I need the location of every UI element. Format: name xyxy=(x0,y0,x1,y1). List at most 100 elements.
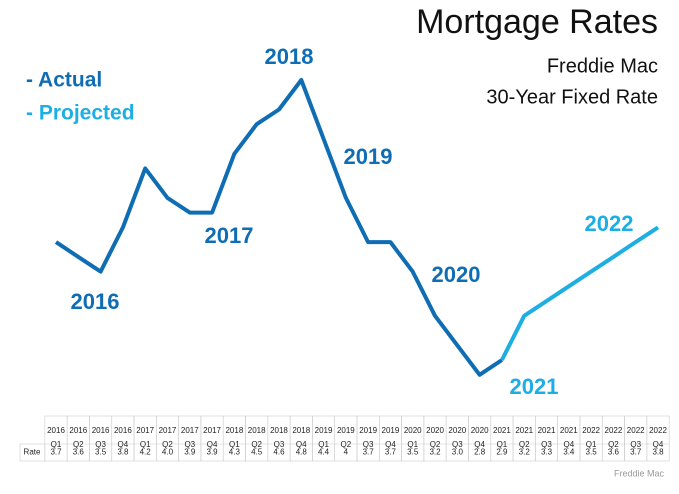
quarter-label: Q4 xyxy=(385,440,396,449)
year-label: 2022 xyxy=(582,426,600,435)
rate-value: 4.4 xyxy=(318,448,330,457)
year-label: 2019 xyxy=(315,426,333,435)
year-label: 2016 xyxy=(47,426,65,435)
year-label: 2018 xyxy=(225,426,243,435)
year-label: 2021 xyxy=(493,426,511,435)
year-label: 2016 xyxy=(114,426,132,435)
rate-value: 3.0 xyxy=(452,448,464,457)
year-label: 2017 xyxy=(159,426,177,435)
rate-value: 3.9 xyxy=(207,448,219,457)
source: Freddie Mac xyxy=(614,468,665,478)
rate-value: 3.4 xyxy=(563,448,575,457)
year-label: 2018 xyxy=(292,426,310,435)
year-label: 2017 xyxy=(136,426,154,435)
rate-value: 3.3 xyxy=(541,448,553,457)
rate-value: 4.3 xyxy=(229,448,241,457)
quarter-label: Q2 xyxy=(341,440,352,449)
quarter-label: Q3 xyxy=(363,440,374,449)
annotation: 2021 xyxy=(510,374,559,399)
year-label: 2020 xyxy=(404,426,422,435)
rate-value: 3.6 xyxy=(608,448,620,457)
quarter-label: Q3 xyxy=(541,440,552,449)
quarter-label: Q1 xyxy=(497,440,508,449)
rate-value: 3.2 xyxy=(519,448,531,457)
quarter-label: Q1 xyxy=(586,440,597,449)
rate-value: 3.6 xyxy=(73,448,85,457)
rate-value: 3.7 xyxy=(630,448,642,457)
rate-value: 3.5 xyxy=(95,448,107,457)
subtitle: 30-Year Fixed Rate xyxy=(486,86,658,108)
chart-title: Mortgage Rates xyxy=(416,3,658,41)
year-label: 2017 xyxy=(203,426,221,435)
rate-value: 4.5 xyxy=(251,448,263,457)
quarter-label: Q2 xyxy=(73,440,84,449)
rate-value: 4.8 xyxy=(296,448,308,457)
annotation: 2019 xyxy=(344,144,393,169)
table-cell xyxy=(646,415,670,462)
quarter-label: Q1 xyxy=(229,440,240,449)
legend-entry: - Actual xyxy=(26,69,102,92)
legend-entry: - Projected xyxy=(26,102,135,125)
annotation: 2017 xyxy=(205,223,254,248)
year-label: 2017 xyxy=(181,426,199,435)
quarter-label: Q4 xyxy=(653,440,664,449)
rate-value: 4.6 xyxy=(273,448,285,457)
quarter-label: Q1 xyxy=(407,440,418,449)
year-label: 2019 xyxy=(382,426,400,435)
data-line xyxy=(500,225,660,361)
quarter-label: Q2 xyxy=(251,440,262,449)
quarter-label: Q2 xyxy=(162,440,173,449)
rate-value: 3.9 xyxy=(184,448,196,457)
rate-value: 3.8 xyxy=(652,448,664,457)
year-label: 2021 xyxy=(560,426,578,435)
rate-value: 3.8 xyxy=(117,448,129,457)
rate-value: 3.5 xyxy=(407,448,419,457)
rate-value: 3.7 xyxy=(385,448,397,457)
quarter-label: Q4 xyxy=(474,440,485,449)
quarter-label: Q2 xyxy=(430,440,441,449)
quarter-label: Q3 xyxy=(95,440,106,449)
row-label: Rate xyxy=(24,448,41,457)
quarter-label: Q2 xyxy=(608,440,619,449)
quarter-label: Q4 xyxy=(296,440,307,449)
year-label: 2021 xyxy=(515,426,533,435)
rate-value: 2.9 xyxy=(496,448,508,457)
data-line xyxy=(54,78,504,377)
quarter-label: Q1 xyxy=(51,440,62,449)
quarter-label: Q2 xyxy=(519,440,530,449)
quarter-label: Q1 xyxy=(318,440,329,449)
year-label: 2022 xyxy=(605,426,623,435)
year-label: 2022 xyxy=(627,426,645,435)
subtitle: Freddie Mac xyxy=(547,55,658,77)
rate-value: 3.5 xyxy=(586,448,598,457)
year-label: 2019 xyxy=(359,426,377,435)
year-label: 2018 xyxy=(270,426,288,435)
rate-value: 4.0 xyxy=(162,448,174,457)
rate-value: 2.8 xyxy=(474,448,486,457)
annotation: 2018 xyxy=(265,44,314,69)
year-label: 2016 xyxy=(92,426,110,435)
annotation: 2022 xyxy=(585,211,634,236)
quarter-label: Q3 xyxy=(630,440,641,449)
quarter-label: Q4 xyxy=(207,440,218,449)
quarter-label: Q3 xyxy=(452,440,463,449)
quarter-label: Q3 xyxy=(274,440,285,449)
rate-value: 3.7 xyxy=(50,448,62,457)
rate-value: 4.2 xyxy=(140,448,152,457)
rate-value: 4 xyxy=(344,448,349,457)
year-label: 2020 xyxy=(471,426,489,435)
rate-value: 3.2 xyxy=(429,448,441,457)
year-label: 2020 xyxy=(448,426,466,435)
annotation: 2020 xyxy=(432,262,481,287)
annotation: 2016 xyxy=(71,289,120,314)
quarter-label: Q1 xyxy=(140,440,151,449)
rate-value: 3.7 xyxy=(363,448,375,457)
quarter-label: Q4 xyxy=(563,440,574,449)
year-label: 2016 xyxy=(69,426,87,435)
year-label: 2022 xyxy=(649,426,667,435)
year-label: 2021 xyxy=(538,426,556,435)
year-label: 2019 xyxy=(337,426,355,435)
quarter-label: Q4 xyxy=(118,440,129,449)
year-label: 2018 xyxy=(248,426,266,435)
